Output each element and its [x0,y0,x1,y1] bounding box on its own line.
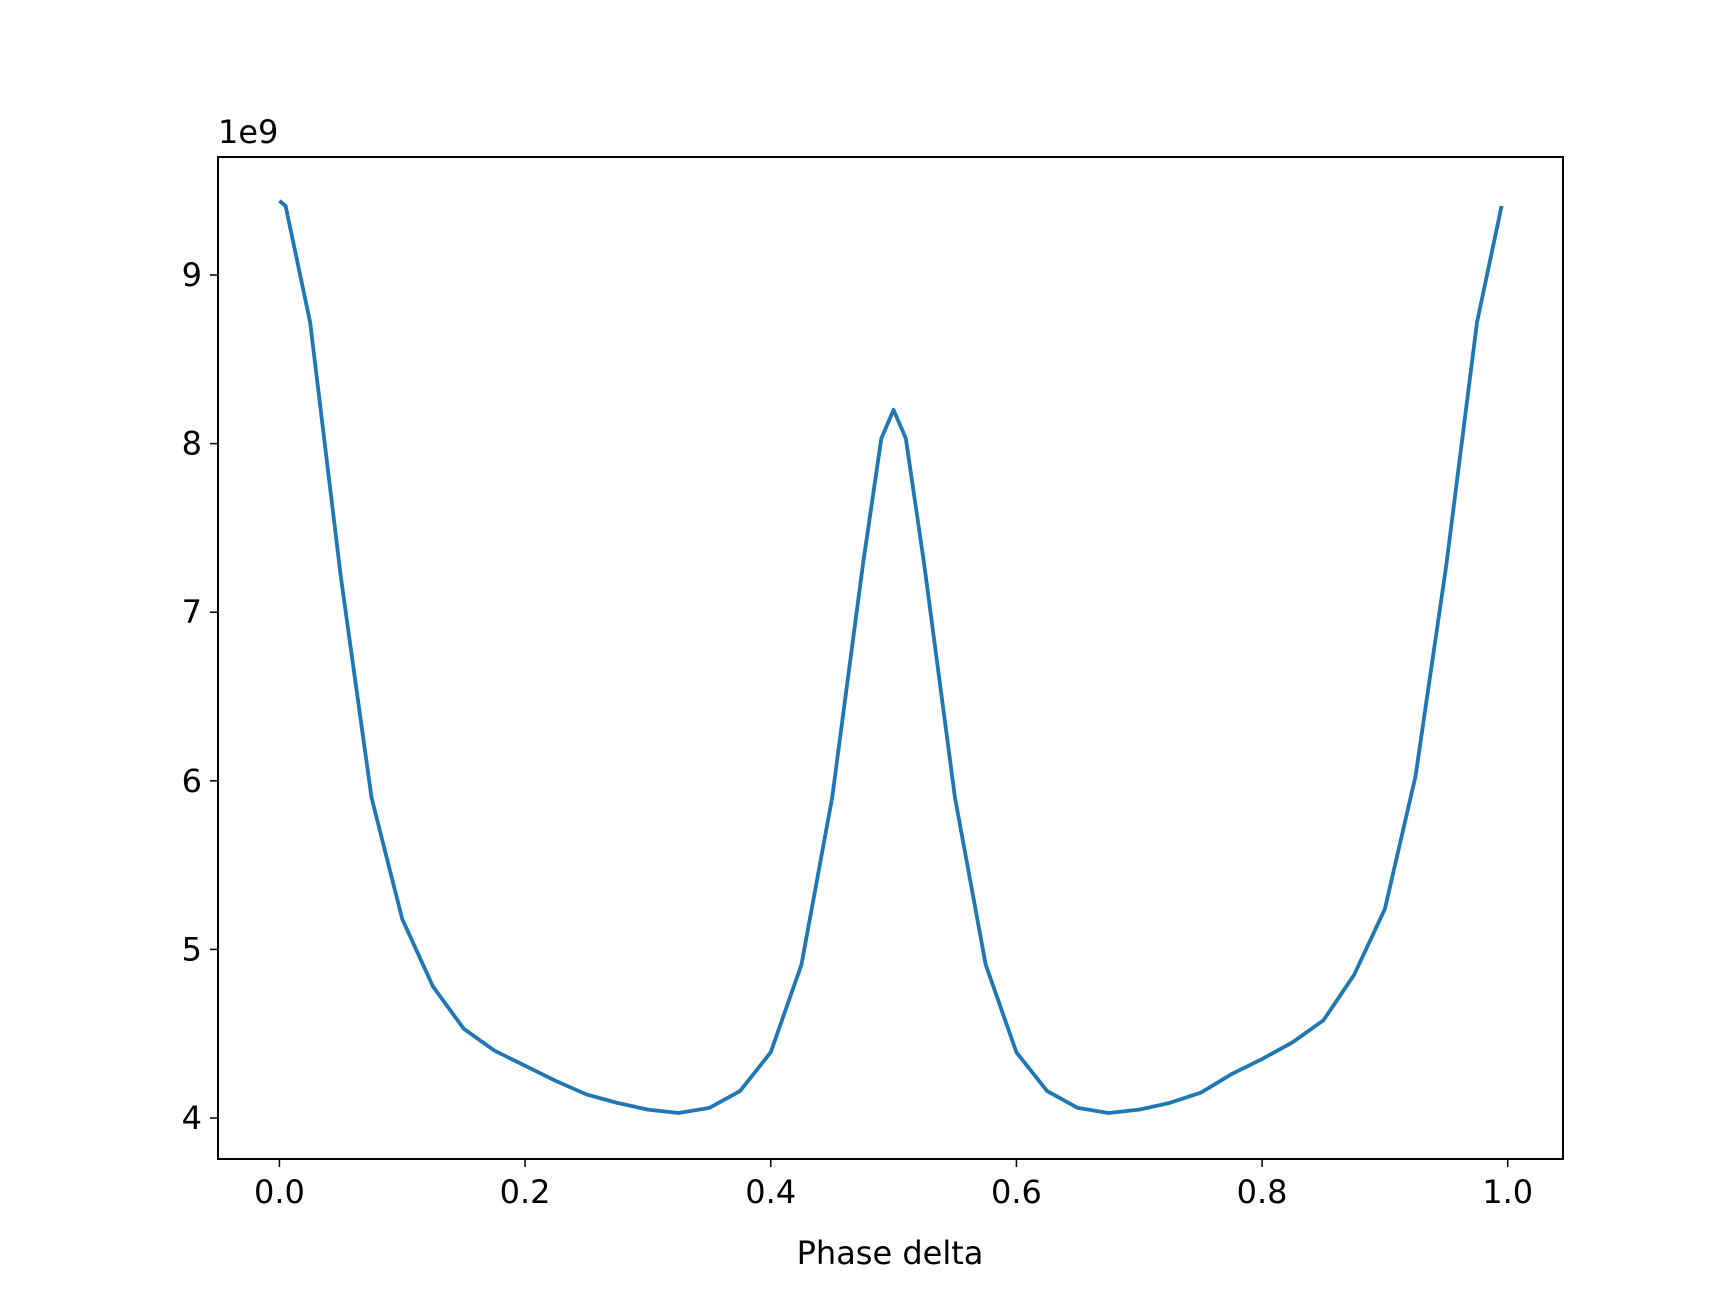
y-tick-label: 4 [182,1099,202,1137]
y-tick-label: 7 [182,593,202,631]
x-tick-label: 0.2 [500,1173,551,1211]
y-tick-label: 6 [182,762,202,800]
x-tick-label: 0.4 [745,1173,796,1211]
x-axis-label: Phase delta [797,1234,984,1272]
y-tick-label: 5 [182,930,202,968]
y-offset-label: 1e9 [218,113,278,151]
x-tick-label: 0.6 [991,1173,1042,1211]
x-tick-label: 1.0 [1482,1173,1533,1211]
y-tick-label: 8 [182,425,202,463]
x-tick-label: 0.8 [1237,1173,1288,1211]
x-tick-label: 0.0 [254,1173,305,1211]
line-series [278,199,1504,1115]
plot-frame [217,156,1564,1160]
y-tick-label: 9 [182,256,202,294]
